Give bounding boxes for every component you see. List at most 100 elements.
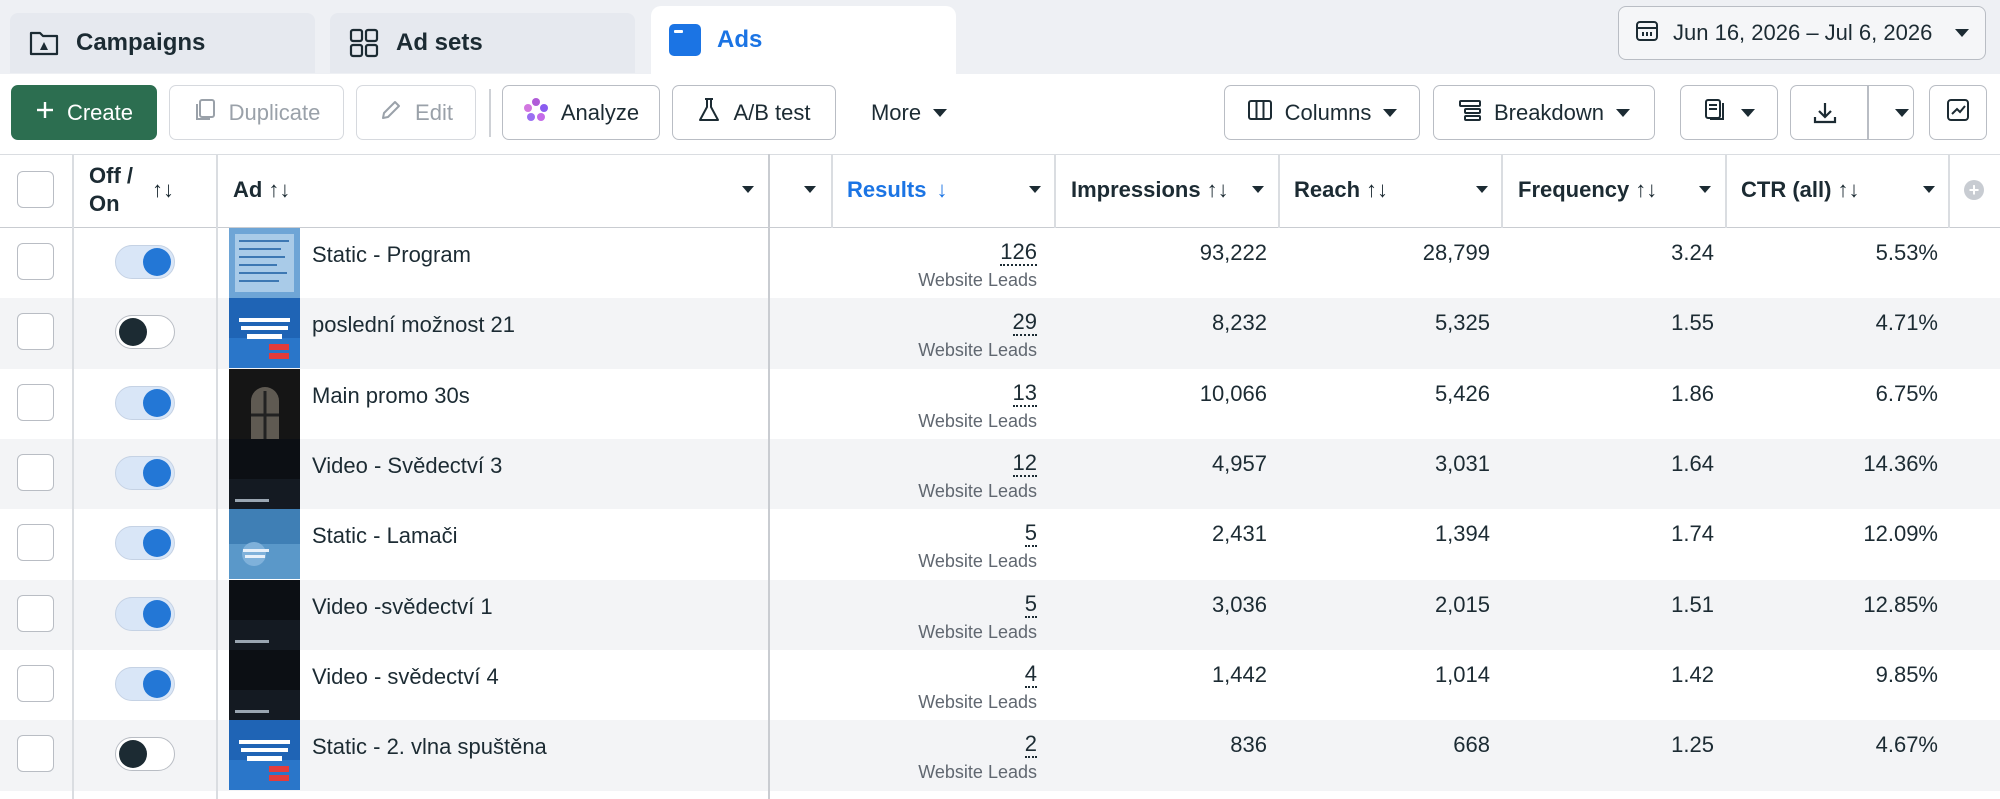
results-type: Website Leads: [918, 481, 1037, 501]
results-value[interactable]: 126: [1000, 239, 1037, 266]
expand-chart-button[interactable]: [1929, 85, 1987, 140]
breakdown-icon: [1458, 98, 1482, 128]
reach-value: 1,014: [1434, 662, 1490, 687]
trend-chart-icon: [1946, 98, 1970, 128]
add-column-icon[interactable]: +: [1964, 180, 1984, 200]
table-row[interactable]: Main promo 30s 13 Website Leads 10,066 5,426…: [0, 369, 2000, 440]
ab-test-label: A/B test: [733, 99, 811, 125]
chevron-down-icon[interactable]: [1029, 186, 1041, 193]
results-value[interactable]: 4: [1024, 661, 1037, 688]
results-value[interactable]: 12: [1012, 450, 1037, 477]
columns-button[interactable]: Columns: [1224, 85, 1420, 140]
col-reach[interactable]: Reach ↑↓: [1294, 154, 1388, 226]
results-type: Website Leads: [918, 411, 1037, 431]
col-ad[interactable]: Ad ↑↓: [233, 154, 290, 226]
chevron-down-icon[interactable]: [742, 186, 754, 193]
ad-name[interactable]: Static - Lamači: [312, 523, 458, 548]
results-value[interactable]: 13: [1012, 380, 1037, 407]
col-off-on[interactable]: Off / On: [89, 154, 149, 226]
ad-status-toggle[interactable]: [115, 386, 175, 420]
table-row[interactable]: Static - Lamači 5 Website Leads 2,431 1,394 1…: [0, 509, 2000, 580]
row-checkbox[interactable]: [17, 313, 54, 350]
ad-status-toggle[interactable]: [115, 597, 175, 631]
date-range-picker[interactable]: Jun 16, 2026 – Jul 6, 2026: [1618, 6, 1986, 60]
tab-ads[interactable]: Ads: [651, 6, 956, 74]
toggle-knob: [143, 248, 171, 276]
toggle-knob: [143, 389, 171, 417]
export-button[interactable]: [1790, 85, 1914, 140]
ad-name[interactable]: Static - Program: [312, 242, 471, 267]
analyze-sparkle-icon: [523, 97, 549, 129]
ab-test-button[interactable]: A/B test: [672, 85, 836, 140]
ad-name[interactable]: poslední možnost 21: [312, 312, 516, 337]
edit-label: Edit: [415, 99, 453, 125]
row-checkbox[interactable]: [17, 384, 54, 421]
table-row[interactable]: Static - Program 126 Website Leads 93,222 28…: [0, 228, 2000, 299]
frozen-column-divider: [768, 154, 770, 799]
results-value[interactable]: 2: [1024, 731, 1037, 758]
row-checkbox[interactable]: [17, 595, 54, 632]
row-checkbox[interactable]: [17, 454, 54, 491]
reports-button[interactable]: [1680, 85, 1778, 140]
col-results-label: Results: [847, 177, 927, 202]
duplicate-icon: [193, 98, 217, 128]
ad-status-toggle[interactable]: [115, 737, 175, 771]
results-value[interactable]: 5: [1024, 520, 1037, 547]
ad-status-toggle[interactable]: [115, 315, 175, 349]
ad-thumbnail: [229, 720, 300, 790]
row-checkbox[interactable]: [17, 665, 54, 702]
ad-status-toggle[interactable]: [115, 526, 175, 560]
create-label: Create: [66, 99, 134, 125]
tab-campaigns[interactable]: Campaigns: [10, 13, 315, 73]
col-frequency[interactable]: Frequency ↑↓: [1518, 154, 1657, 226]
ad-status-toggle[interactable]: [115, 456, 175, 490]
table-row[interactable]: Video -svědectví 1 5 Website Leads 3,036 2,0…: [0, 580, 2000, 651]
table-row[interactable]: Video - svědectví 4 4 Website Leads 1,442 1,…: [0, 650, 2000, 721]
ad-thumbnail: [229, 369, 300, 439]
tab-ad-sets[interactable]: Ad sets: [330, 13, 635, 73]
chevron-down-icon[interactable]: [1923, 186, 1935, 193]
sort-icon[interactable]: ↑↓: [152, 177, 174, 202]
ad-status-toggle[interactable]: [115, 667, 175, 701]
results-value[interactable]: 5: [1024, 591, 1037, 618]
plus-icon: [35, 100, 55, 126]
row-checkbox[interactable]: [17, 735, 54, 772]
ctr-value: 12.85%: [1863, 592, 1938, 617]
ad-status-toggle[interactable]: [115, 245, 175, 279]
ad-name[interactable]: Video - svědectví 4: [312, 664, 499, 689]
col-ctr[interactable]: CTR (all) ↑↓: [1741, 154, 1859, 226]
chevron-down-icon: [1616, 108, 1631, 117]
chevron-down-icon[interactable]: [1252, 186, 1264, 193]
chevron-down-icon[interactable]: [1699, 186, 1711, 193]
ad-name[interactable]: Main promo 30s: [312, 383, 470, 408]
chevron-down-icon[interactable]: [804, 186, 816, 193]
table-row[interactable]: poslední možnost 21 29 Website Leads 8,232 5…: [0, 298, 2000, 369]
chevron-down-icon[interactable]: [1476, 186, 1488, 193]
frequency-value: 1.25: [1671, 732, 1714, 757]
create-button[interactable]: Create: [11, 85, 157, 140]
ad-name[interactable]: Video - Svědectví 3: [312, 453, 503, 478]
ad-name[interactable]: Static - 2. vlna spuštěna: [312, 734, 547, 759]
row-checkbox[interactable]: [17, 524, 54, 561]
edit-button[interactable]: Edit: [356, 85, 476, 140]
pencil-icon: [379, 98, 403, 128]
col-impressions[interactable]: Impressions ↑↓: [1071, 154, 1229, 226]
col-ctr-label: CTR (all): [1741, 177, 1832, 202]
ad-name[interactable]: Video -svědectví 1: [312, 594, 493, 619]
sort-descending-icon: ↓: [936, 177, 948, 202]
table-row[interactable]: Static - 2. vlna spuštěna 2 Website Leads 8…: [0, 720, 2000, 791]
results-type: Website Leads: [918, 622, 1037, 642]
row-checkbox[interactable]: [17, 243, 54, 280]
more-button[interactable]: More: [848, 85, 970, 140]
chevron-down-icon: [1741, 108, 1755, 117]
col-results[interactable]: Results ↓: [847, 154, 947, 226]
duplicate-button[interactable]: Duplicate: [169, 85, 344, 140]
results-value[interactable]: 29: [1012, 309, 1037, 336]
table-row[interactable]: Video - Svědectví 3 12 Website Leads 4,957 3…: [0, 439, 2000, 510]
analyze-button[interactable]: Analyze: [502, 85, 660, 140]
select-all-checkbox[interactable]: [17, 171, 54, 208]
breakdown-button[interactable]: Breakdown: [1433, 85, 1655, 140]
reports-icon: [1703, 97, 1729, 129]
chevron-down-icon[interactable]: [1894, 108, 1909, 117]
frequency-value: 1.86: [1671, 381, 1714, 406]
